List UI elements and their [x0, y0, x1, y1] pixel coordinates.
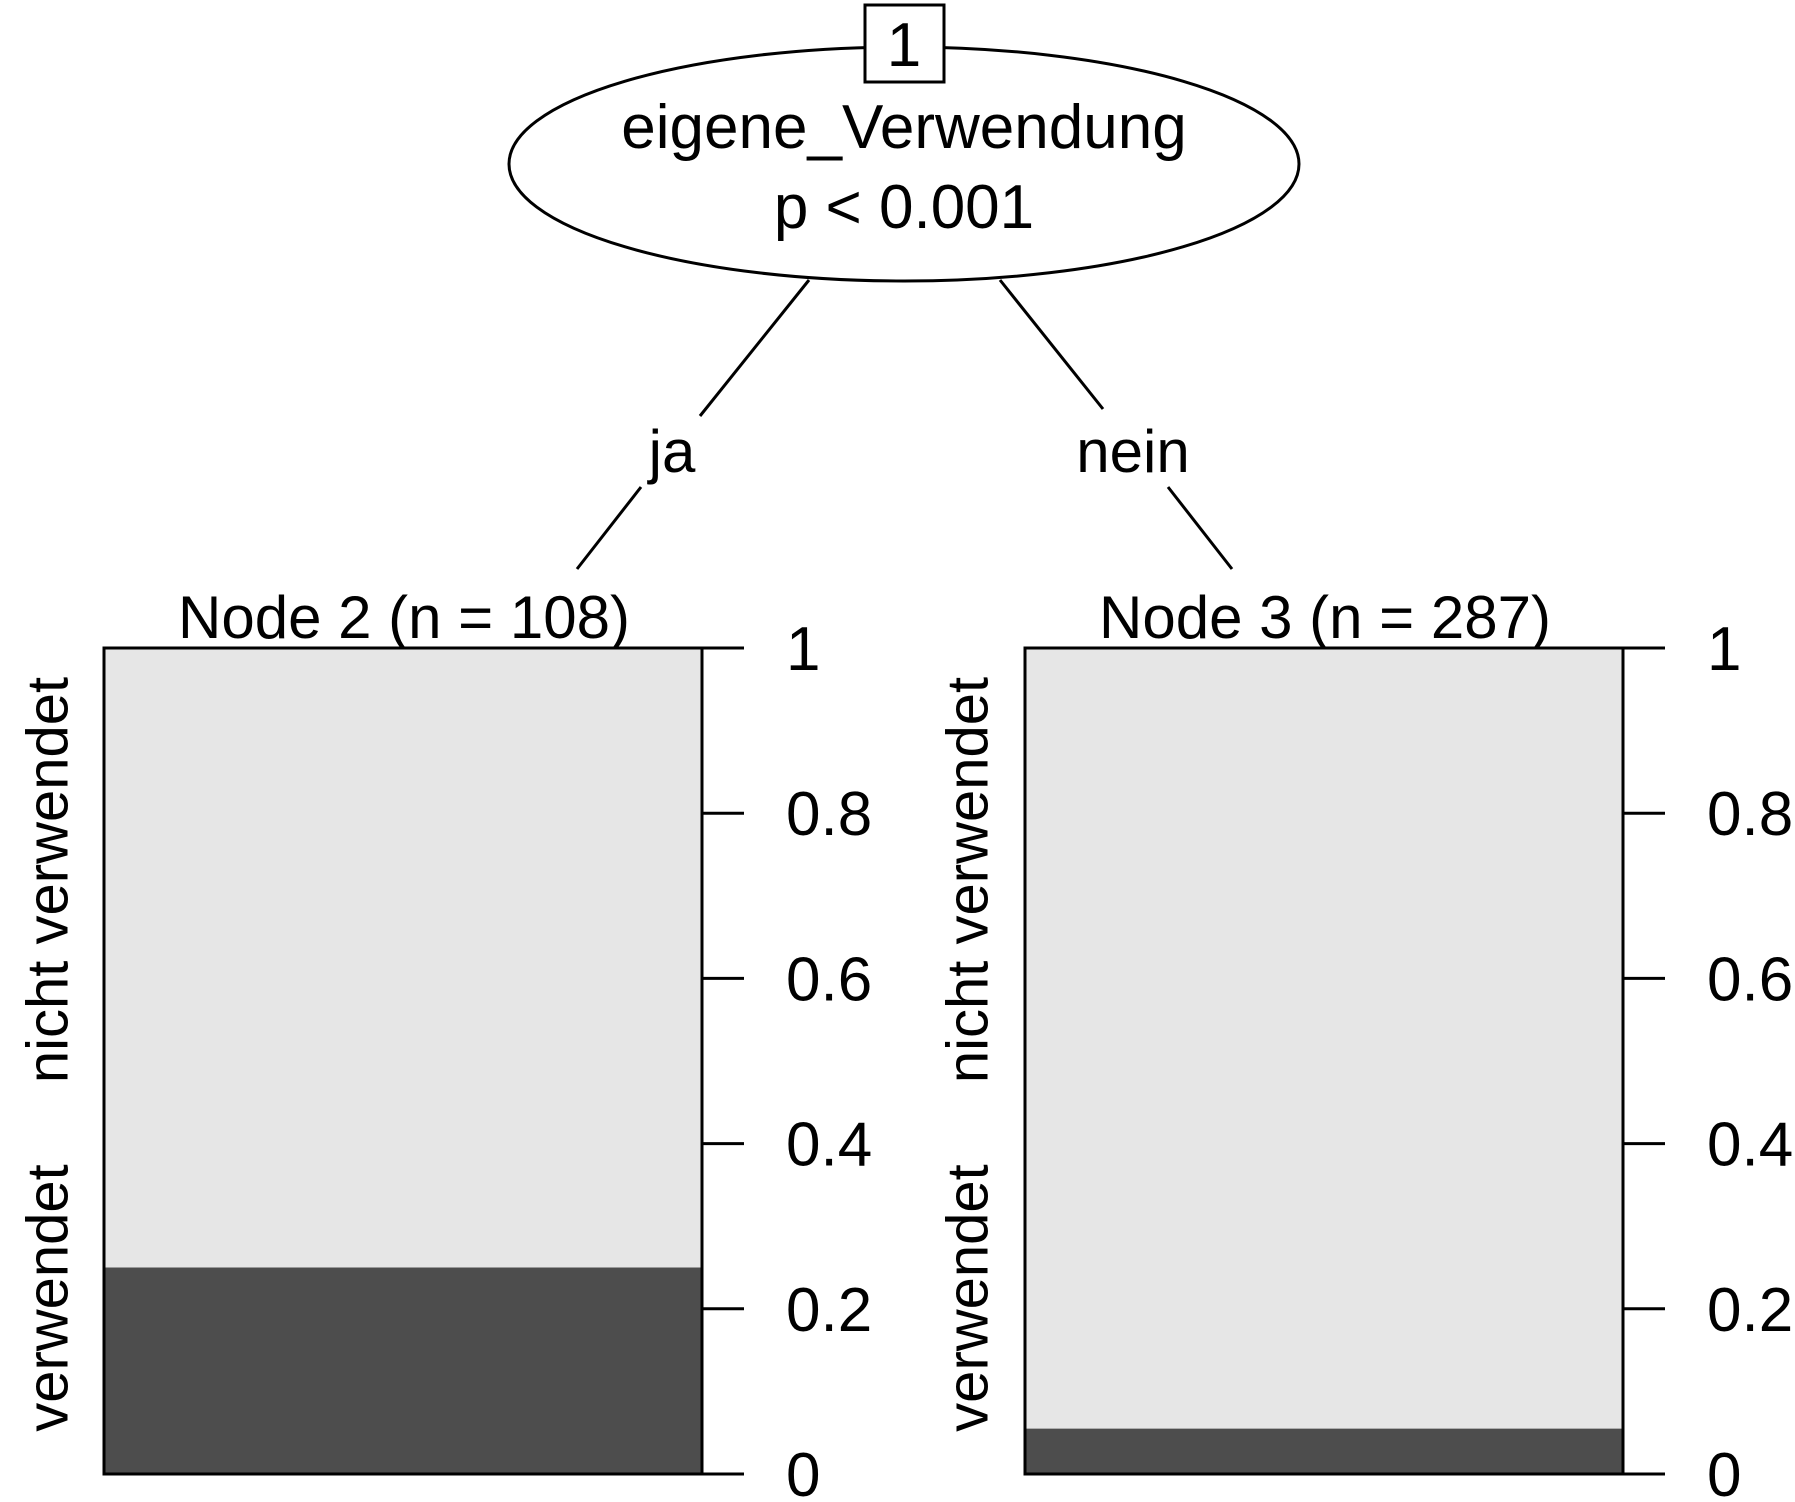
bar-outline — [102, 646, 704, 1476]
tick-label: 0.4 — [1707, 1111, 1793, 1180]
edge-line-right-upper — [998, 279, 1105, 410]
terminal-node-title: Node 3 (n = 287) — [1099, 584, 1551, 651]
bar-segment-verwendet — [1025, 1428, 1623, 1474]
edge-line-left-upper — [698, 279, 811, 417]
tick-label: 0.2 — [786, 1276, 872, 1345]
tick-label: 0.6 — [786, 945, 872, 1014]
bar-segment-nicht-verwendet — [104, 648, 702, 1268]
terminal-node-3: Node 3 (n = 287) 0 0.2 0.4 0.6 0.8 1 verwendet n… — [935, 584, 1793, 1502]
inner-node-variable: eigene_Verwendung — [621, 93, 1186, 162]
category-label-verwendet: verwendet — [15, 1164, 80, 1432]
tick-label: 0.2 — [1707, 1276, 1793, 1345]
tick-label: 1 — [1707, 615, 1741, 684]
bar-segment-nicht-verwendet — [1025, 648, 1623, 1429]
category-label-nicht-verwendet: nicht verwendet — [935, 677, 1000, 1083]
tick-label: 0 — [1707, 1441, 1741, 1502]
tick-label: 0 — [786, 1441, 820, 1502]
inner-node-id: 1 — [887, 11, 921, 80]
inner-node-id-box — [863, 3, 946, 84]
tick-label: 0.4 — [786, 1111, 872, 1180]
edge-line-left-lower — [575, 486, 643, 570]
tick-label: 0.8 — [786, 780, 872, 849]
inner-node-p-value: p < 0.001 — [774, 173, 1034, 242]
terminal-node-2: Node 2 (n = 108) 0 0.2 0.4 0.6 0.8 1 verwendet n… — [15, 584, 872, 1502]
bar-segment-verwendet — [104, 1267, 702, 1474]
edge-label-ja: ja — [647, 418, 696, 485]
edge-line-right-lower — [1166, 486, 1234, 570]
inner-node: 1 eigene_Verwendung p < 0.001 — [507, 3, 1301, 283]
tick-label: 1 — [786, 615, 820, 684]
terminal-node-title: Node 2 (n = 108) — [178, 584, 630, 651]
tick-label: 0.6 — [1707, 945, 1793, 1014]
tick-label: 0.8 — [1707, 780, 1793, 849]
category-label-nicht-verwendet: nicht verwendet — [15, 677, 80, 1083]
category-label-verwendet: verwendet — [935, 1164, 1000, 1432]
edge-label-nein: nein — [1076, 418, 1189, 485]
bar-outline — [1023, 646, 1625, 1476]
